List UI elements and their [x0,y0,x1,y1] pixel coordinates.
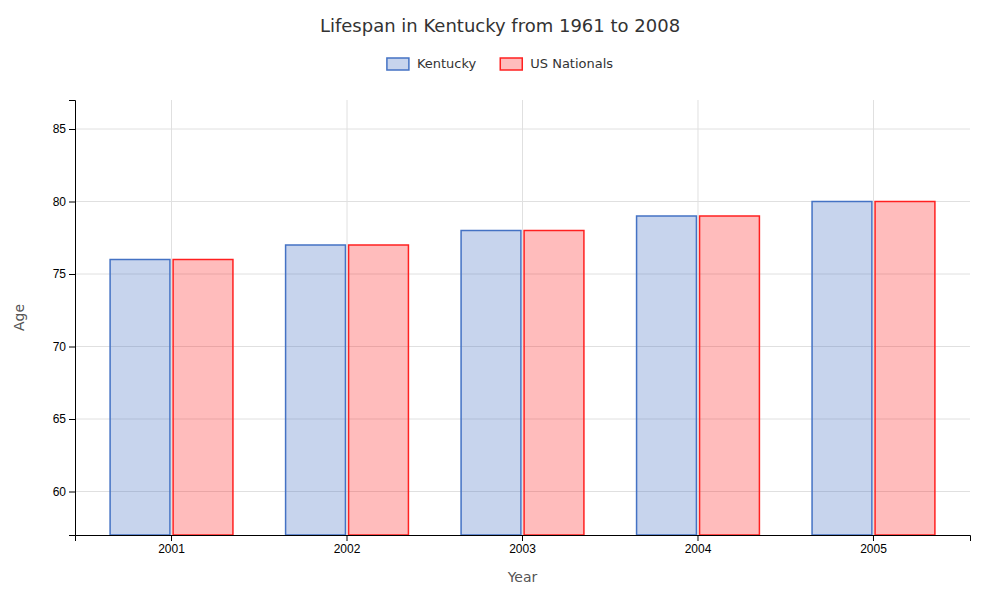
y-tick-mark [69,202,75,203]
y-tick-mark [69,347,75,348]
bars [110,202,935,536]
x-tick-label: 2004 [685,542,712,556]
y-axis-title: Age [11,304,27,331]
y-axis-line [69,101,76,536]
bar [875,202,935,536]
y-axis: 60 65 70 75 80 85 [53,101,76,536]
y-tick-mark [69,274,75,275]
y-tick-mark [69,129,75,130]
grid-line-x [522,100,523,535]
y-tick: 75 [53,267,75,281]
x-tick: 2005 [860,535,887,556]
grid-line-x [171,100,172,535]
x-tick-mark [171,535,172,541]
y-tick-mark [69,492,75,493]
bar [110,260,170,536]
legend-swatch [387,58,409,70]
legend-item: US Nationals [500,56,613,71]
bar [637,216,697,535]
y-tick-label: 65 [53,412,67,426]
chart: 2001 2002 2003 2004 2005 60 65 70 75 80 85 Lifespan… [0,0,1000,600]
y-tick-label: 70 [53,340,67,354]
x-tick: 2002 [334,535,361,556]
x-tick: 2001 [158,535,185,556]
grid-line-x [697,100,698,535]
y-tick-label: 60 [53,485,67,499]
plot: 2001 2002 2003 2004 2005 60 65 70 75 80 85 [53,100,971,556]
x-tick-label: 2002 [334,542,361,556]
y-tick-label: 75 [53,267,67,281]
x-tick-label: 2003 [509,542,536,556]
legend-label: US Nationals [530,56,613,71]
y-tick: 60 [53,485,75,499]
x-tick: 2004 [685,535,712,556]
legend-item: Kentucky [387,56,477,71]
bar [349,245,409,535]
grid-line-x [347,100,348,535]
grid-line-x [873,100,874,535]
y-tick-mark [69,419,75,420]
y-tick-label: 80 [53,195,67,209]
x-axis-line [76,536,971,542]
y-tick: 70 [53,340,75,354]
bar [524,231,584,536]
legend-label: Kentucky [417,56,477,71]
legend-swatch [500,58,522,70]
x-tick-mark [873,535,874,541]
bar [700,216,760,535]
x-axis: 2001 2002 2003 2004 2005 [76,535,971,556]
title: Lifespan in Kentucky from 1961 to 2008 [320,15,680,36]
x-tick-label: 2001 [158,542,185,556]
x-tick-mark [522,535,523,541]
x-tick-label: 2005 [860,542,887,556]
y-tick: 85 [53,122,75,136]
x-tick-mark [347,535,348,541]
x-tick-mark [697,535,698,541]
bar [461,231,521,536]
y-tick: 80 [53,195,75,209]
x-axis-title: Year [507,569,538,585]
legend: Kentucky US Nationals [387,56,613,71]
y-tick: 65 [53,412,75,426]
bar [173,260,233,536]
x-tick: 2003 [509,535,536,556]
bar [286,245,346,535]
y-tick-label: 85 [53,122,67,136]
grid [75,100,970,535]
bar [812,202,872,536]
